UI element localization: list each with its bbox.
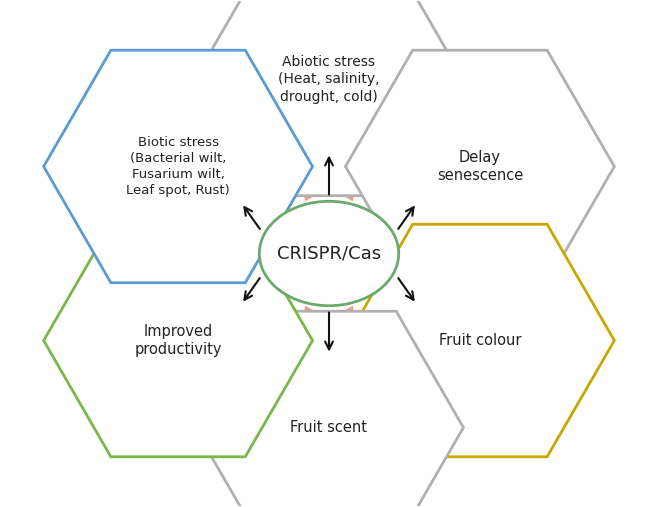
Polygon shape xyxy=(301,158,357,201)
Polygon shape xyxy=(43,50,313,283)
Polygon shape xyxy=(195,311,463,507)
Polygon shape xyxy=(378,254,411,314)
Text: Improved
productivity: Improved productivity xyxy=(134,324,222,357)
Ellipse shape xyxy=(259,201,399,306)
Polygon shape xyxy=(247,254,280,314)
Text: CRISPR/Cas: CRISPR/Cas xyxy=(277,244,381,263)
Text: Fruit colour: Fruit colour xyxy=(439,333,521,348)
Text: Biotic stress
(Bacterial wilt,
Fusarium wilt,
Leaf spot, Rust): Biotic stress (Bacterial wilt, Fusarium … xyxy=(126,136,230,197)
Polygon shape xyxy=(301,306,357,349)
Polygon shape xyxy=(247,193,280,254)
Polygon shape xyxy=(345,50,615,283)
Text: Abiotic stress
(Heat, salinity,
drought, cold): Abiotic stress (Heat, salinity, drought,… xyxy=(278,55,380,104)
Polygon shape xyxy=(43,224,313,457)
Text: Delay
senescence: Delay senescence xyxy=(437,150,523,183)
Text: Fruit scent: Fruit scent xyxy=(290,420,368,435)
Polygon shape xyxy=(345,224,615,457)
Polygon shape xyxy=(195,0,463,196)
Polygon shape xyxy=(378,193,411,254)
